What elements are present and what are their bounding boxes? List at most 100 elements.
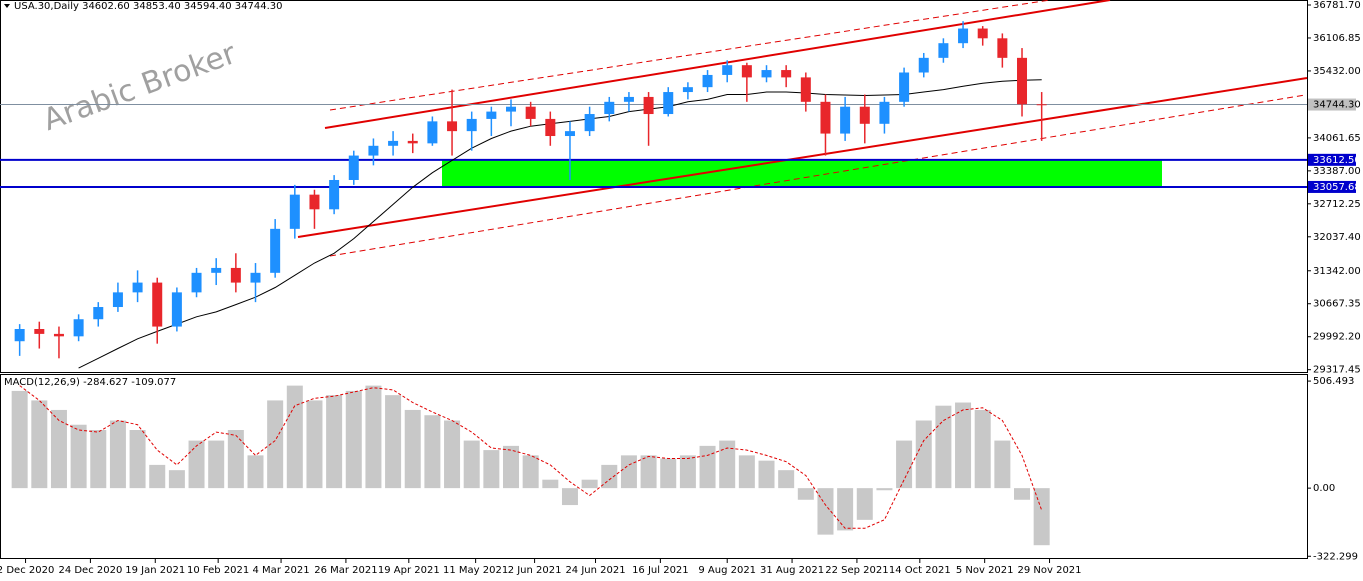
candle-body [840, 106, 851, 134]
y-tick-label: 32712.25 [1313, 199, 1361, 210]
macd-bar [306, 400, 323, 489]
candle-body [977, 28, 988, 39]
candle-body [447, 121, 458, 132]
x-tick-label: 2 Jun 2021 [508, 565, 562, 576]
x-tick-label: 24 Dec 2020 [58, 565, 122, 576]
level-tag [1308, 180, 1356, 193]
macd-bar [326, 395, 343, 489]
candle-body [938, 43, 949, 58]
trendline-dashed [329, 0, 1051, 111]
candle-body [761, 70, 772, 78]
moving-average [78, 79, 1042, 369]
candle-body [506, 106, 517, 112]
macd-bar [679, 455, 696, 489]
candle-body [859, 106, 870, 124]
candle-body [564, 131, 575, 137]
macd-bar [90, 430, 107, 489]
macd-bar [1033, 488, 1050, 546]
candle-body [53, 333, 64, 337]
candle-body [663, 92, 674, 115]
macd-bar [267, 400, 284, 489]
macd-bar [896, 440, 913, 489]
macd-bar [522, 455, 539, 489]
macd-bar [915, 420, 932, 489]
candle-body [584, 114, 595, 132]
x-tick-label: 19 Jan 2021 [125, 565, 185, 576]
y-tick-label: 35432.00 [1313, 66, 1361, 77]
macd-bar [227, 430, 244, 489]
candle-body [73, 319, 84, 337]
macd-bar [149, 464, 166, 489]
macd-bar [778, 470, 795, 489]
last-price-tag [1308, 98, 1356, 111]
y-tick-label: 0.00 [1313, 483, 1335, 494]
last-price-label: 34744.30 [1313, 100, 1361, 111]
y-tick-label: 32037.40 [1313, 232, 1361, 243]
macd-bar [660, 458, 677, 489]
macd-bar [444, 420, 461, 489]
x-tick-label: 11 May 2021 [443, 565, 508, 576]
candle-body [93, 307, 104, 320]
macd-bar [188, 440, 205, 489]
candle-body [623, 96, 634, 102]
macd-bar [561, 488, 578, 506]
candle-body [741, 65, 752, 78]
macd-bar [699, 445, 716, 489]
macd-bar [168, 470, 185, 489]
y-tick-label: 30667.35 [1313, 299, 1361, 310]
macd-bar [758, 460, 775, 489]
x-tick-label: 2 Dec 2020 [0, 565, 54, 576]
candle-body [368, 145, 379, 156]
macd-bar [581, 479, 598, 489]
macd-bar [876, 488, 893, 491]
macd-bar [1014, 488, 1031, 500]
macd-bar [365, 385, 382, 489]
macd-title: MACD(12,26,9) -284.627 -109.077 [4, 377, 176, 388]
macd-bar [856, 488, 873, 520]
candle-body [997, 38, 1008, 58]
candle-body [132, 282, 143, 293]
y-tick-label: 33387.00 [1313, 166, 1361, 177]
x-tick-label: 10 Feb 2021 [187, 565, 249, 576]
candle-body [918, 57, 929, 73]
y-tick-label: 34061.65 [1313, 133, 1361, 144]
candle-body [152, 282, 163, 327]
candle-body [348, 155, 359, 180]
y-tick-label: 29317.45 [1313, 365, 1361, 376]
candle-body [486, 111, 497, 119]
candle-body [407, 140, 418, 144]
x-tick-label: 26 Mar 2021 [314, 565, 377, 576]
macd-bar [247, 455, 264, 489]
y-tick-label: 31342.00 [1313, 266, 1361, 277]
level-label: 33057.68 [1313, 182, 1361, 193]
x-tick-label: 4 Mar 2021 [253, 565, 310, 576]
candle-body [800, 77, 811, 102]
macd-bar [208, 440, 225, 489]
candle-body [643, 96, 654, 115]
candle-body [270, 228, 281, 273]
macd-bar [719, 440, 736, 489]
y-tick-label: -322.299 [1313, 551, 1358, 562]
macd-bar [345, 390, 362, 489]
support-zone [442, 159, 1162, 187]
candle-body [899, 72, 910, 102]
candle-body [309, 194, 320, 210]
candle-body [289, 194, 300, 229]
x-tick-label: 9 Aug 2021 [698, 565, 756, 576]
candle-body [820, 101, 831, 134]
candle-body [722, 65, 733, 75]
x-tick-label: 14 Oct 2021 [889, 565, 951, 576]
candle-body [1017, 57, 1028, 105]
candle-body [525, 106, 536, 119]
macd-bar [620, 455, 637, 489]
x-tick-label: 19 Apr 2021 [378, 565, 440, 576]
macd-bar [385, 395, 402, 489]
candle-body [781, 70, 792, 78]
x-tick-label: 16 Jul 2021 [632, 565, 689, 576]
candle-body [958, 28, 969, 44]
x-tick-label: 5 Nov 2021 [956, 565, 1014, 576]
level-tag [1308, 153, 1356, 166]
trendline-dashed [329, 94, 1306, 257]
macd-bar [994, 440, 1011, 489]
signal-line [19, 385, 1043, 529]
